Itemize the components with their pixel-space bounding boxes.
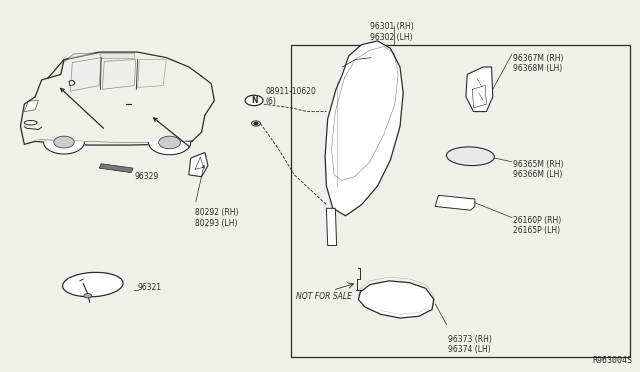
Polygon shape: [102, 60, 136, 89]
Polygon shape: [99, 53, 134, 58]
Text: 80292 (RH)
80293 (LH): 80292 (RH) 80293 (LH): [195, 208, 239, 228]
Bar: [291, 45, 630, 357]
Text: 08911-10620
(6): 08911-10620 (6): [266, 87, 316, 106]
Polygon shape: [435, 195, 475, 210]
Circle shape: [245, 95, 263, 106]
Circle shape: [254, 122, 258, 125]
Polygon shape: [358, 281, 434, 318]
Text: 96365M (RH)
96366M (LH): 96365M (RH) 96366M (LH): [513, 160, 564, 179]
Text: 96329: 96329: [134, 171, 159, 180]
Polygon shape: [466, 67, 493, 112]
Text: 26160P (RH)
26165P (LH): 26160P (RH) 26165P (LH): [513, 216, 561, 235]
Circle shape: [159, 136, 180, 149]
Polygon shape: [148, 142, 191, 155]
Polygon shape: [189, 153, 208, 177]
Text: 96301 (RH)
96302 (LH): 96301 (RH) 96302 (LH): [370, 22, 413, 42]
Text: 96367M (RH)
96368M (LH): 96367M (RH) 96368M (LH): [513, 54, 564, 73]
Text: N: N: [251, 96, 257, 105]
Polygon shape: [24, 100, 38, 112]
Text: 96321: 96321: [138, 283, 162, 292]
Text: 96373 (RH)
96374 (LH): 96373 (RH) 96374 (LH): [448, 335, 492, 354]
Ellipse shape: [63, 272, 123, 297]
Polygon shape: [138, 60, 166, 87]
Circle shape: [54, 136, 74, 148]
Polygon shape: [99, 164, 133, 173]
Polygon shape: [326, 208, 337, 246]
Ellipse shape: [24, 121, 37, 125]
Polygon shape: [325, 41, 403, 216]
Polygon shape: [63, 53, 99, 63]
Polygon shape: [70, 58, 101, 91]
Circle shape: [252, 121, 260, 126]
Circle shape: [84, 294, 92, 298]
Ellipse shape: [447, 147, 494, 166]
Text: R963004S: R963004S: [593, 356, 632, 365]
Polygon shape: [44, 142, 84, 154]
Polygon shape: [69, 80, 75, 86]
Text: NOT FOR SALE: NOT FOR SALE: [296, 292, 352, 301]
